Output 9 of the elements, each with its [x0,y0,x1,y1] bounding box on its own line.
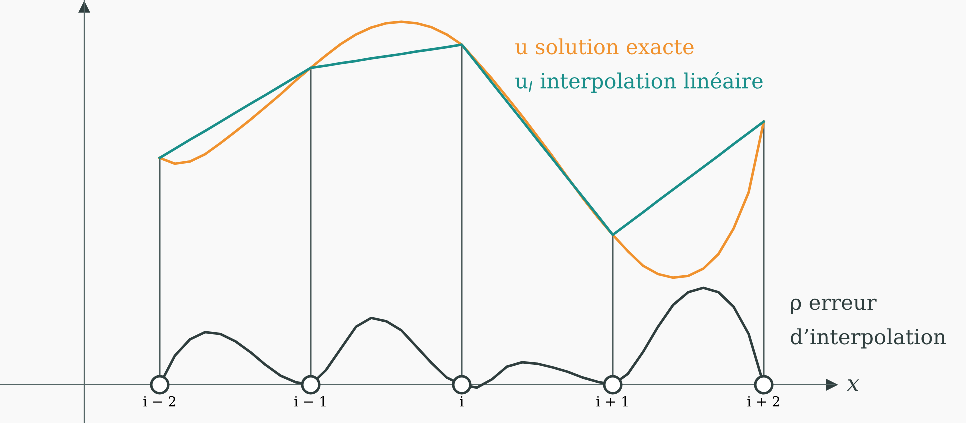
x-tick-label: i − 1 [294,396,326,407]
x-tick-label: i [460,396,464,407]
x-axis-title: x [847,380,860,392]
series-label: ρ erreur d’interpolation [791,298,946,349]
x-tick-label: i + 2 [748,396,780,407]
series-label: u solution exacte [516,38,694,55]
x-tick-label: i + 1 [596,396,628,407]
x-tick-label: i − 2 [144,396,176,407]
series-label: u$_{I}$ interpolation linéaire [516,72,763,93]
